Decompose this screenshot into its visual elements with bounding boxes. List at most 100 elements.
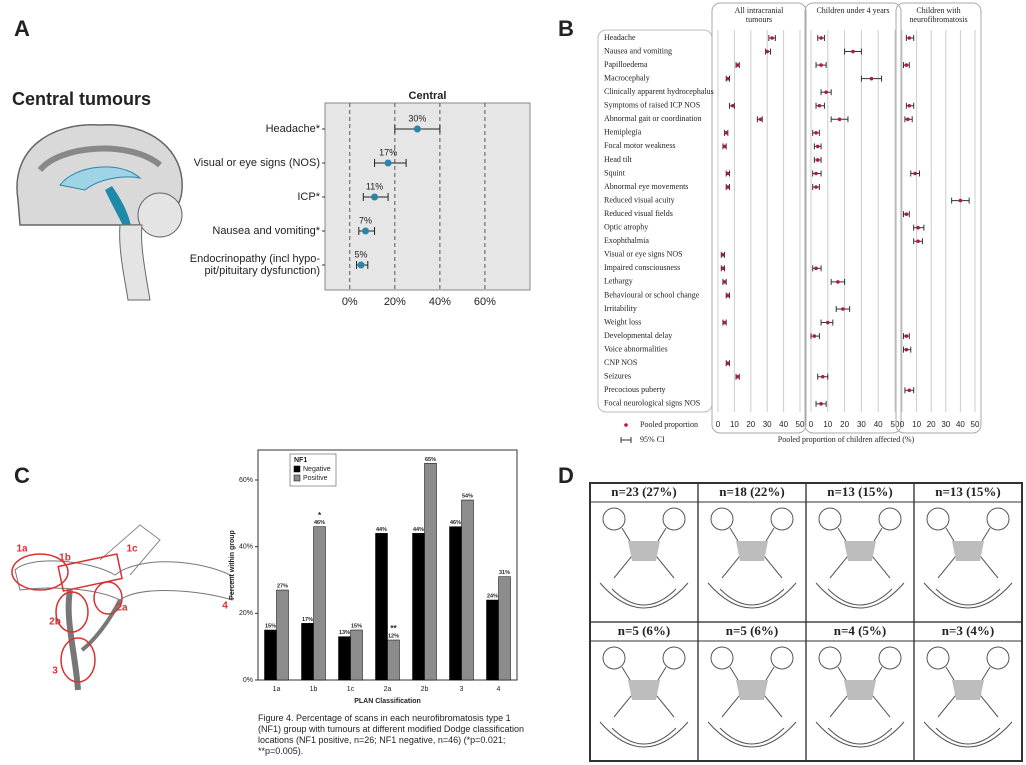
- point: [819, 36, 823, 40]
- point: [726, 185, 730, 189]
- bar: [301, 623, 314, 681]
- value-label: 54%: [462, 493, 473, 499]
- category-label: Clinically apparent hydrocephalus: [604, 87, 714, 96]
- x-tick-label: 10: [823, 420, 832, 429]
- category-label: Reduced visual fields: [604, 209, 673, 218]
- panel-heading: Central tumours: [12, 89, 151, 109]
- bar: [498, 576, 511, 681]
- diagram-label: 2a: [116, 603, 128, 614]
- point: [735, 374, 740, 379]
- y-tick-label: Headache*: [265, 123, 320, 135]
- lower-arc: [815, 721, 905, 748]
- bar: [276, 589, 289, 681]
- point: [384, 159, 392, 167]
- horn: [818, 507, 842, 531]
- category-label: Headache: [604, 33, 636, 42]
- ventricle-diagram: [11, 524, 233, 691]
- point: [958, 198, 963, 203]
- value-label: 65%: [425, 457, 436, 463]
- x-tick-label: 1b: [310, 686, 318, 693]
- category-label: Abnormal eye movements: [604, 182, 688, 191]
- point: [824, 90, 828, 94]
- diagram-label: 1c: [126, 544, 138, 555]
- bar: [350, 629, 363, 681]
- lower-arc: [935, 727, 1001, 745]
- legend-label: Positive: [303, 475, 328, 482]
- ventricle-drawing: [707, 507, 797, 609]
- point: [371, 193, 379, 201]
- bar: [412, 533, 425, 681]
- value-label: 11%: [366, 181, 383, 191]
- column-header: Children with neurofibromatosis: [909, 6, 968, 24]
- legend-swatch: [293, 474, 301, 482]
- lower-arc: [935, 588, 1001, 606]
- point: [907, 103, 912, 108]
- legend-title: NF1: [294, 457, 307, 464]
- point: [906, 117, 910, 122]
- ventricle-drawing: [815, 507, 905, 609]
- category-label: Irritability: [604, 304, 637, 313]
- column-header: Children under 4 years: [816, 6, 890, 15]
- point: [413, 125, 421, 133]
- tumour-region: [952, 680, 984, 700]
- cell-label: n=13 (15%): [827, 484, 893, 499]
- tumour-region: [736, 541, 768, 561]
- bar: [461, 499, 474, 681]
- cell-frame: [913, 621, 1023, 762]
- value-label: 46%: [450, 520, 461, 526]
- legend-ci: [620, 437, 632, 443]
- x-tick-label: 40: [779, 420, 788, 429]
- point: [735, 63, 740, 67]
- lower-arc: [719, 727, 785, 745]
- category-label: Abnormal gait or coordination: [604, 114, 702, 123]
- cell-label: n=5 (6%): [618, 623, 671, 638]
- bar: [313, 526, 326, 681]
- column-header: All intracranial tumours: [734, 6, 784, 24]
- point: [722, 280, 727, 284]
- category-label: Reduced visual acuity: [604, 195, 675, 204]
- lower-arc: [599, 582, 689, 609]
- category-label: Head tilt: [604, 155, 633, 164]
- cell-label: n=23 (27%): [611, 484, 677, 499]
- category-label: Squint: [604, 168, 626, 177]
- bar: [387, 639, 400, 681]
- cell-label: n=4 (5%): [834, 623, 887, 638]
- horn: [770, 507, 794, 531]
- value-label: 12%: [388, 633, 399, 639]
- lower-arc: [611, 588, 677, 606]
- bar: [264, 629, 277, 681]
- tumour-region: [628, 680, 660, 700]
- horn: [710, 507, 734, 531]
- x-tick-label: 40: [874, 420, 883, 429]
- point: [814, 131, 818, 135]
- x-tick-label: 30: [763, 420, 772, 429]
- point: [362, 227, 370, 235]
- value-label: 7%: [359, 215, 372, 225]
- legend-point: [624, 423, 628, 427]
- x-tick-label: 0: [809, 420, 814, 429]
- plot-background: [324, 102, 531, 291]
- horn: [602, 646, 626, 670]
- value-label: 15%: [351, 623, 362, 629]
- point: [904, 347, 909, 352]
- diagram-label: 2b: [49, 617, 61, 628]
- panel-letter: C: [14, 463, 30, 488]
- lower-arc: [707, 582, 797, 609]
- category-label: Optic atrophy: [604, 223, 648, 232]
- lower-arc: [599, 721, 689, 748]
- y-tick-label: Endocrinopathy (incl hypo- pit/pituitary…: [189, 253, 320, 277]
- point: [357, 261, 365, 269]
- category-label: Papilloedema: [604, 60, 648, 69]
- point: [916, 239, 920, 244]
- value-label: 15%: [265, 623, 276, 629]
- point: [837, 117, 842, 122]
- panel-letter: D: [558, 463, 574, 488]
- point: [812, 334, 817, 338]
- point: [814, 185, 818, 189]
- point: [722, 144, 727, 149]
- tumour-region: [736, 680, 768, 700]
- category-label: Developmental delay: [604, 331, 672, 340]
- x-tick-label: 40: [956, 420, 965, 429]
- point: [817, 103, 822, 108]
